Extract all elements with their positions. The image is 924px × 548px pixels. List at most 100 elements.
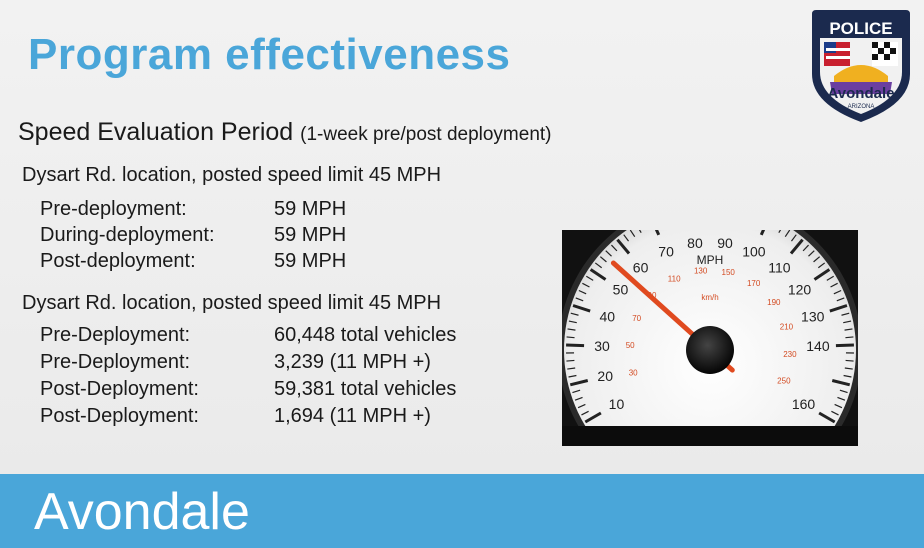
minor-tick	[845, 336, 854, 339]
row-label: During-deployment:	[40, 224, 215, 246]
footer-brand: Avondale	[34, 483, 250, 541]
major-tick	[566, 343, 585, 348]
minor-tick	[826, 275, 834, 281]
mph-tick-label: 70	[658, 243, 674, 259]
minor-tick	[582, 282, 590, 288]
minor-tick	[566, 336, 575, 339]
minor-tick	[605, 250, 612, 257]
major-tick	[616, 238, 631, 255]
minor-tick	[808, 250, 815, 257]
section-heading: Speed Evaluation Period (1-week pre/post…	[18, 118, 552, 147]
minor-tick	[839, 389, 848, 394]
minor-tick	[566, 359, 575, 362]
list-item: Post-deployment: 59 MPH	[40, 250, 540, 276]
row-value: 59 MPH	[274, 224, 347, 246]
major-tick	[569, 379, 589, 387]
minor-tick	[844, 367, 853, 370]
minor-tick	[594, 262, 603, 269]
minor-tick	[837, 396, 846, 401]
minor-tick	[568, 320, 577, 324]
list-item: Pre-Deployment: 3,239 (11 MPH +)	[40, 351, 540, 377]
police-badge-logo: POLICE Avondale ARIZONA	[806, 4, 916, 126]
minor-tick	[813, 256, 821, 263]
section1-location: Dysart Rd. location, posted speed limit …	[22, 164, 442, 186]
list-item: During-deployment: 59 MPH	[40, 224, 540, 250]
badge-state-text: ARIZONA	[848, 104, 875, 110]
minor-tick	[830, 282, 838, 288]
minor-tick	[568, 374, 577, 378]
list-item: Pre-deployment: 59 MPH	[40, 198, 540, 224]
mph-tick-label: 40	[599, 309, 615, 325]
mph-tick-label: 120	[788, 282, 812, 298]
major-tick	[789, 238, 804, 255]
unit-kmh-label: km/h	[701, 293, 718, 302]
mph-tick-label: 140	[806, 338, 830, 354]
mph-tick-label: 50	[613, 282, 629, 298]
section2-location: Dysart Rd. location, posted speed limit …	[22, 292, 442, 314]
mph-tick-label: 10	[609, 396, 625, 412]
minor-tick	[843, 320, 852, 324]
mph-tick-label: 130	[801, 309, 825, 325]
list-item: Pre-Deployment: 60,448 total vehicles	[40, 324, 540, 350]
footer-bar	[0, 474, 924, 548]
heading-note: (1-week pre/post deployment)	[300, 124, 552, 145]
minor-tick	[778, 230, 782, 234]
list-item: Post-Deployment: 1,694 (11 MPH +)	[40, 405, 540, 431]
minor-tick	[638, 230, 642, 234]
mph-tick-label: 30	[594, 338, 610, 354]
minor-tick	[581, 410, 589, 416]
row-value: 59,381 total vehicles	[274, 378, 457, 400]
heading-text: Speed Evaluation Period	[18, 118, 294, 146]
kmh-tick-label: 210	[780, 322, 794, 331]
minor-tick	[567, 367, 576, 370]
row-value: 59 MPH	[274, 250, 347, 272]
kmh-tick-label: 70	[632, 314, 641, 323]
speedometer-image: 10 20 30 40 50 60 70 80 90 100 110 120 130 140 160 30 5…	[562, 230, 858, 446]
major-tick	[813, 268, 831, 281]
minor-tick	[845, 359, 854, 362]
minor-tick	[578, 289, 587, 295]
major-tick	[572, 304, 591, 313]
needle-hub	[686, 326, 734, 374]
minor-tick	[574, 396, 583, 401]
row-label: Pre-deployment:	[40, 198, 187, 220]
minor-tick	[836, 297, 845, 302]
row-value: 1,694 (11 MPH +)	[274, 405, 431, 427]
minor-tick	[567, 328, 576, 331]
kmh-tick-label: 30	[629, 368, 638, 377]
minor-tick	[586, 275, 594, 281]
minor-tick	[575, 297, 584, 302]
major-tick	[818, 411, 836, 424]
minor-tick	[790, 234, 797, 242]
badge-bottom-text: Avondale	[828, 85, 895, 102]
row-label: Pre-Deployment:	[40, 351, 191, 373]
minor-tick	[833, 289, 842, 295]
kmh-tick-label: 170	[747, 279, 761, 288]
minor-tick	[629, 230, 636, 238]
badge-top-text: POLICE	[829, 19, 892, 38]
row-label: Pre-Deployment:	[40, 324, 191, 346]
row-label: Post-Deployment:	[40, 405, 199, 427]
kmh-tick-label: 250	[777, 377, 791, 386]
minor-tick	[570, 312, 579, 316]
kmh-tick-label: 50	[626, 341, 635, 350]
row-value: 59 MPH	[274, 198, 347, 220]
kmh-tick-label: 190	[767, 298, 781, 307]
minor-tick	[817, 262, 826, 269]
minor-tick	[577, 403, 586, 409]
mph-tick-label: 110	[768, 259, 791, 275]
minor-tick	[802, 244, 810, 252]
row-label: Post-Deployment:	[40, 378, 199, 400]
minor-tick	[610, 244, 618, 252]
unit-mph-label: MPH	[697, 253, 724, 267]
major-tick	[589, 268, 607, 281]
kmh-tick-label: 110	[668, 274, 681, 283]
list-item: Post-Deployment: 59,381 total vehicles	[40, 378, 540, 404]
mph-tick-label: 90	[717, 235, 733, 251]
mph-tick-label: 20	[597, 368, 613, 384]
minor-tick	[834, 403, 843, 409]
major-tick	[759, 230, 766, 236]
mph-tick-label: 80	[687, 235, 703, 251]
row-value: 60,448 total vehicles	[274, 324, 457, 346]
